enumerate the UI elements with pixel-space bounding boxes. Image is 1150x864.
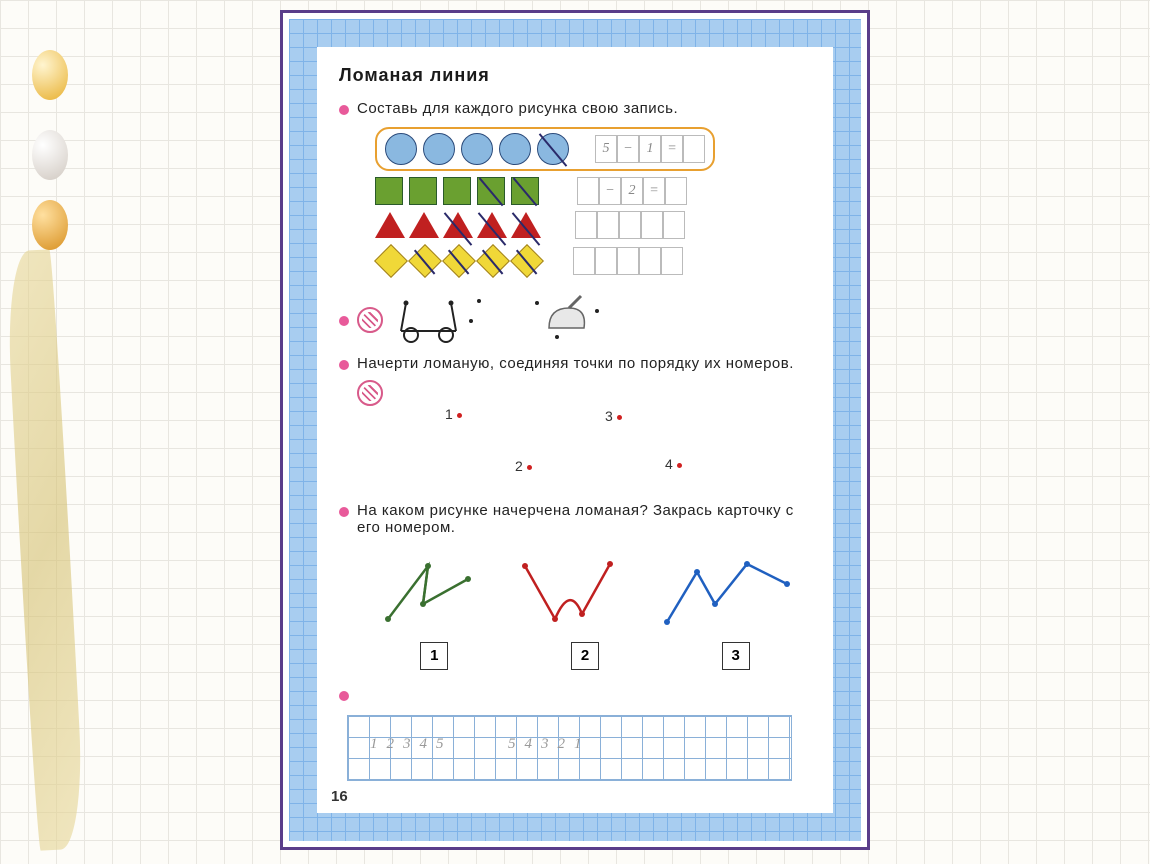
answer-cell[interactable]: 1 (639, 135, 661, 163)
answer-cell[interactable]: = (661, 135, 683, 163)
square-shape (375, 177, 403, 205)
bullet-icon (339, 360, 349, 370)
figure-2 (510, 554, 630, 634)
numbered-point: 1 (445, 406, 462, 422)
answer-cell[interactable] (595, 247, 617, 275)
figure-1 (373, 554, 483, 634)
answer-cell[interactable]: 5 (595, 135, 617, 163)
numbered-point: 3 (605, 408, 622, 424)
example-highlight: 5−1= (375, 127, 715, 171)
answer-cell[interactable] (577, 177, 599, 205)
answer-cell[interactable] (573, 247, 595, 275)
diamond-shape (510, 244, 544, 278)
answer-cell[interactable] (683, 135, 705, 163)
numbered-point: 4 (665, 456, 682, 472)
answer-cell[interactable]: − (599, 177, 621, 205)
bullet-icon (339, 316, 349, 326)
answer-cell[interactable] (661, 247, 683, 275)
answer-cell[interactable]: = (643, 177, 665, 205)
task-3: На каком рисунке начерчена ломаная? Закр… (339, 502, 811, 670)
diamond-shape (374, 244, 408, 278)
task-1: Составь для каждого рисунка свою запись.… (339, 100, 811, 277)
circle-shape (537, 133, 569, 165)
decorative-beads (10, 30, 70, 850)
diamond-shape (476, 244, 510, 278)
task-1-text: Составь для каждого рисунка свою запись. (357, 100, 678, 117)
bullet-icon (339, 507, 349, 517)
task-2: Начерти ломаную, соединяя точки по поряд… (339, 355, 811, 486)
answer-cell[interactable] (639, 247, 661, 275)
diamond-shape (442, 244, 476, 278)
writing-grid[interactable]: 12345 54321 (347, 715, 792, 781)
bullet-icon (339, 105, 349, 115)
answer-cell[interactable] (619, 211, 641, 239)
answer-cell[interactable] (617, 247, 639, 275)
square-shape (443, 177, 471, 205)
page-number: 16 (331, 788, 348, 805)
triangle-shape (375, 212, 405, 238)
square-shape (511, 177, 539, 205)
task-2-text: Начерти ломаную, соединяя точки по поряд… (357, 355, 794, 372)
circle-shape (423, 133, 455, 165)
answer-cell[interactable]: − (617, 135, 639, 163)
workbook-page: Ломаная линия Составь для каждого рисунк… (280, 10, 870, 850)
hint-icon (357, 307, 383, 333)
hint-icon (357, 380, 383, 406)
option-box[interactable]: 3 (722, 642, 750, 670)
sequence-1: 12345 (370, 736, 453, 753)
numbered-point: 2 (515, 458, 532, 474)
square-shape (409, 177, 437, 205)
option-box[interactable]: 2 (571, 642, 599, 670)
bullet-icon (339, 691, 349, 701)
answer-cell[interactable] (597, 211, 619, 239)
circle-shape (461, 133, 493, 165)
square-shape (477, 177, 505, 205)
diamond-shape (408, 244, 442, 278)
connect-dots-area[interactable]: 1 2 3 4 (375, 406, 811, 486)
answer-cell[interactable] (663, 211, 685, 239)
task-3-text: На каком рисунке начерчена ломаная? Закр… (357, 502, 811, 536)
option-box[interactable]: 1 (420, 642, 448, 670)
answer-cell[interactable] (575, 211, 597, 239)
page-title: Ломаная линия (339, 65, 811, 86)
answer-cell[interactable] (665, 177, 687, 205)
circle-shape (499, 133, 531, 165)
triangle-shape (409, 212, 439, 238)
answer-cell[interactable]: 2 (621, 177, 643, 205)
circle-shape (385, 133, 417, 165)
shovel-drawing (529, 293, 609, 343)
figure-3 (657, 554, 797, 634)
sequence-2: 54321 (508, 736, 591, 753)
answer-cell[interactable] (641, 211, 663, 239)
cart-drawing (391, 293, 491, 343)
